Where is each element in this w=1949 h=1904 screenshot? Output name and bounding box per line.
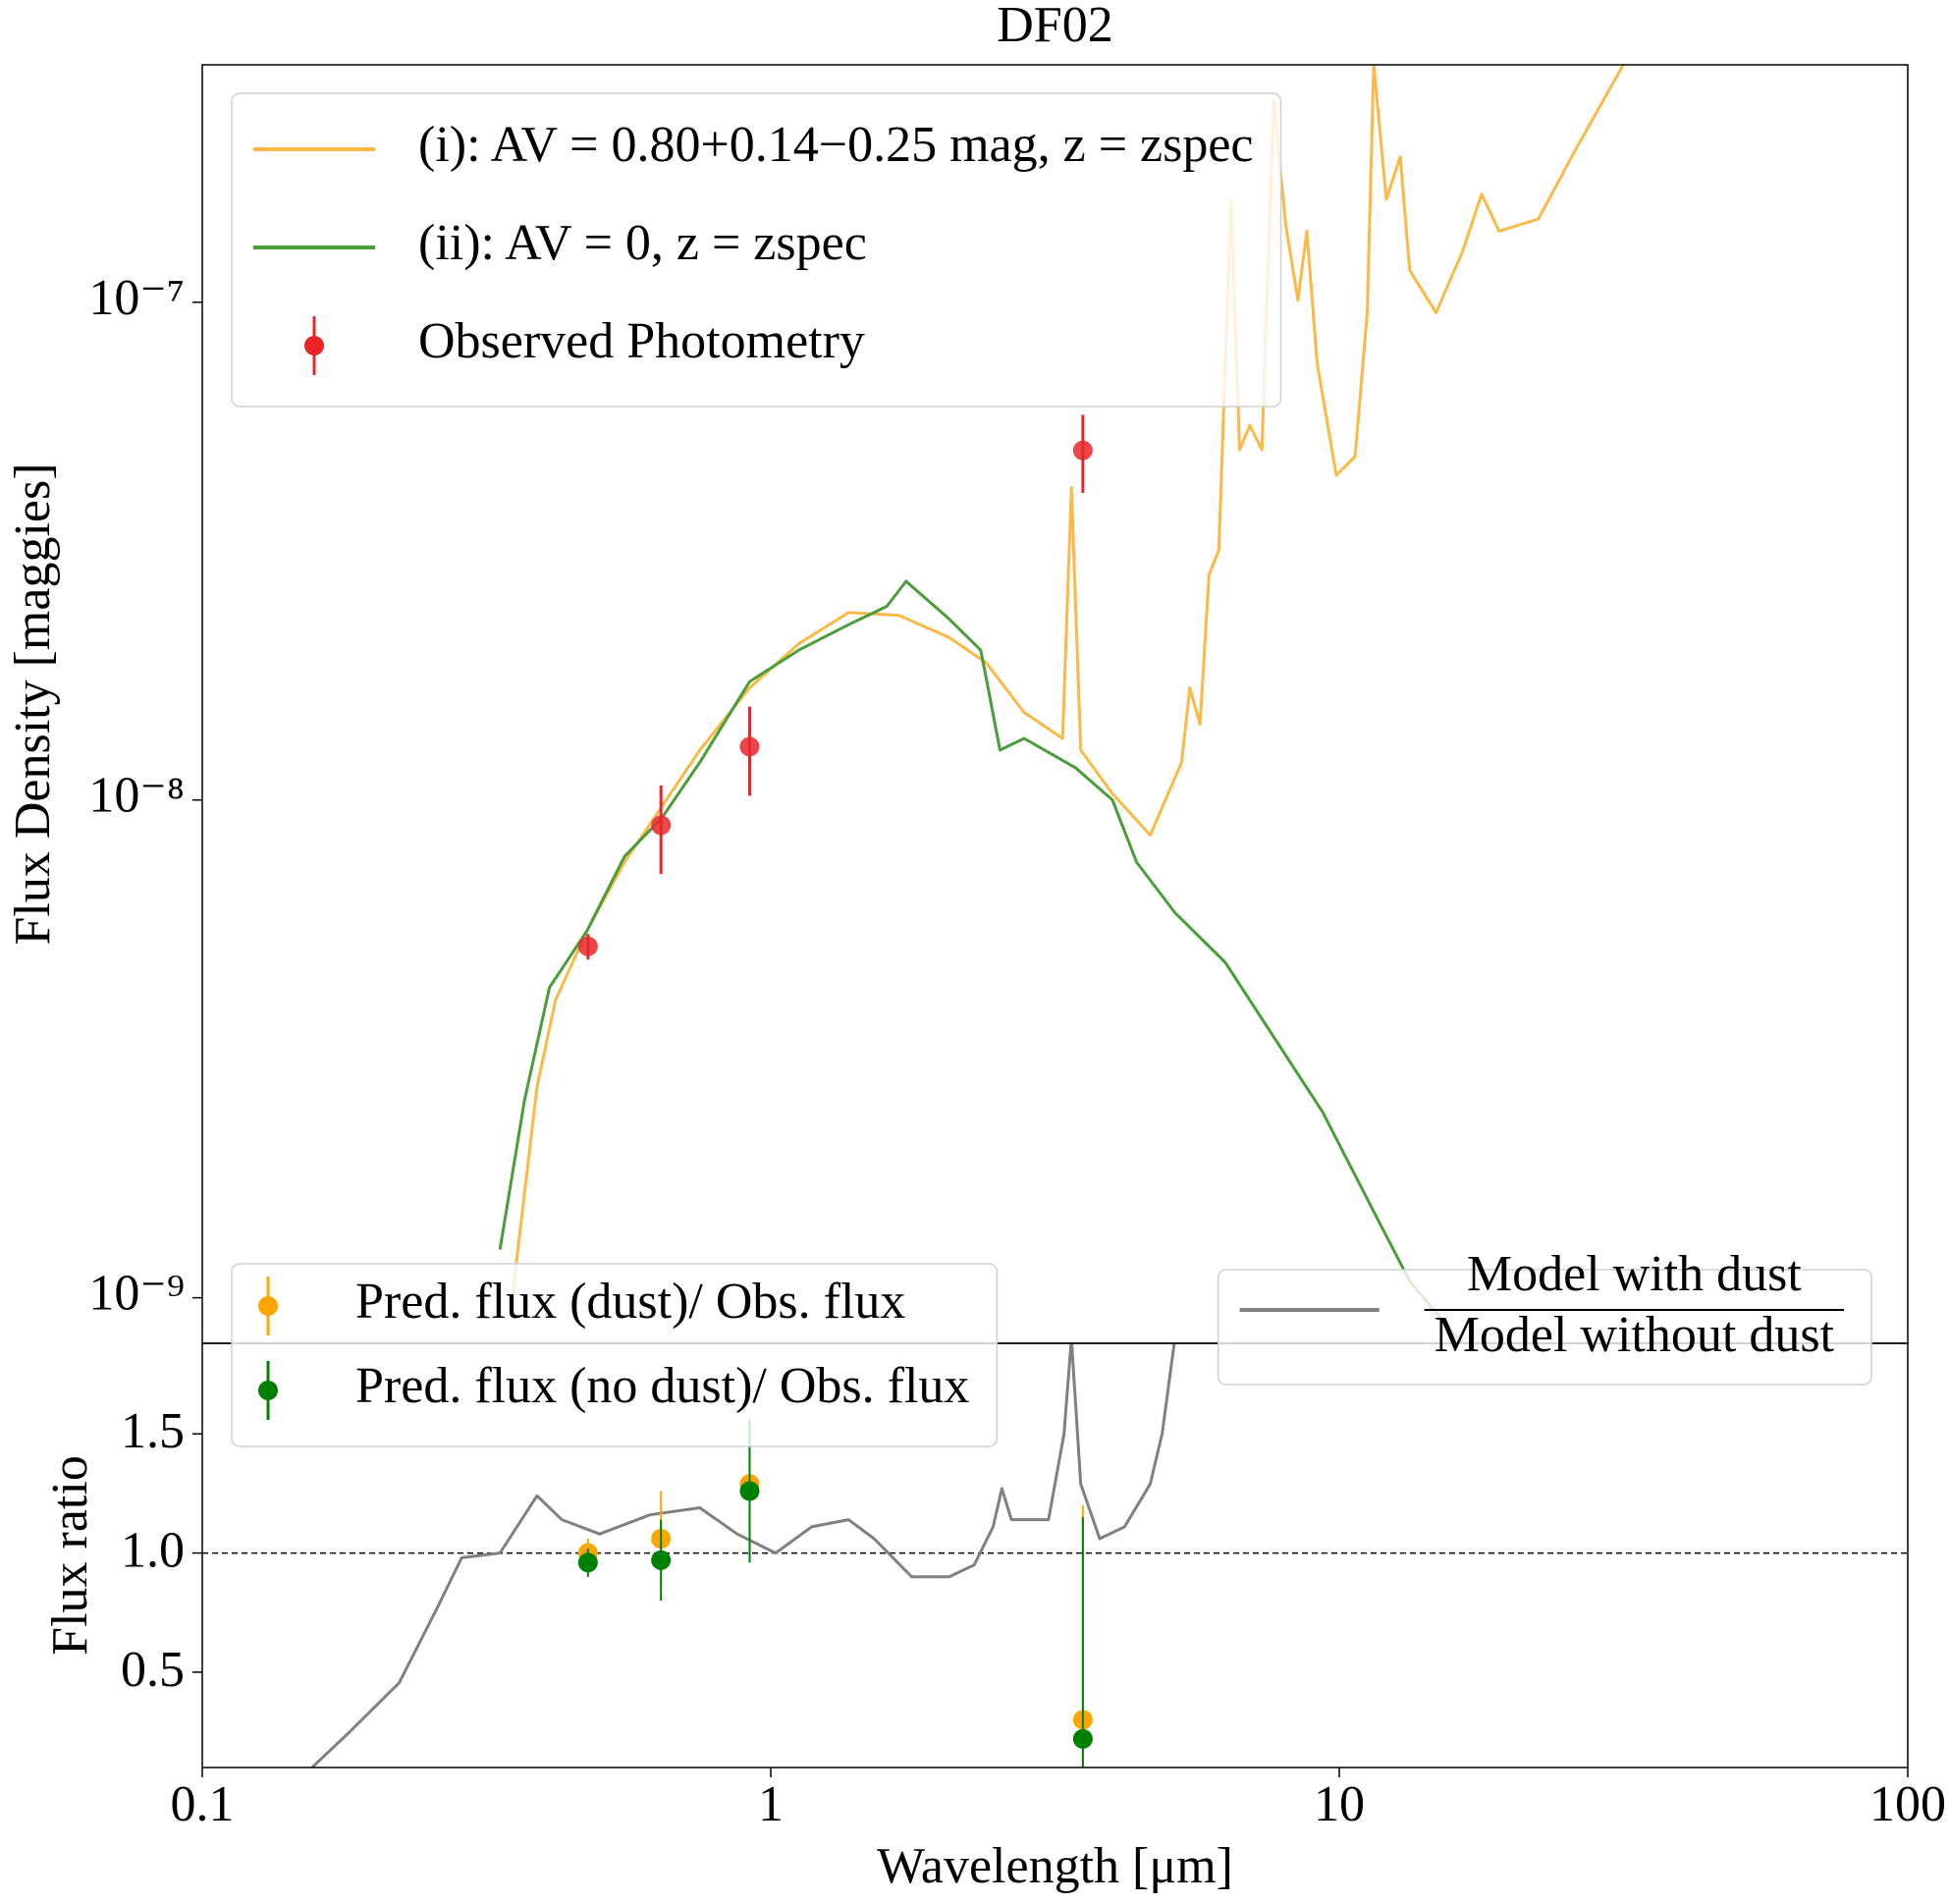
x-tick-label: 0.1 [171,1776,235,1832]
series-line [498,579,1465,1343]
axes-frame [201,1342,1909,1768]
legend-label: (ii): AV = 0, z = zspec [418,215,867,271]
x-tick-label: 100 [1869,1776,1946,1832]
y-tick-label: 10⁻⁹ [88,1266,185,1322]
y-tick-label: 1.0 [121,1523,185,1579]
plot-area [310,1343,1176,1768]
y-tick-label: 10⁻⁷ [88,270,185,326]
data-point [739,1481,760,1501]
legend-label: Pred. flux (dust)/ Obs. flux [355,1274,905,1330]
legend-box [1217,1269,1872,1386]
legend-box [231,1263,999,1447]
legend-label: Observed Photometry [418,313,865,369]
data-point [651,1550,672,1570]
data-point [1072,1728,1093,1749]
legend: Pred. flux (dust)/ Obs. flux Pred. flux (… [231,1263,999,1447]
y-tick-label: 1.5 [121,1403,185,1459]
x-axis-label: Wavelength [μm] [877,1838,1233,1894]
legend-label: (i): AV = 0.80+0.14−0.25 mag, z = zspec [418,117,1254,173]
legend-handle [258,1381,278,1400]
data-point [1072,440,1093,461]
data-point [577,1552,598,1573]
y-axis-label: Flux Density [maggies] [5,462,61,945]
y-axis-label: Flux ratio [42,1455,98,1656]
y-tick-label: 0.5 [121,1642,185,1698]
chart-title: DF02 [997,0,1112,53]
data-point [739,736,760,757]
legend-handle [258,1296,278,1316]
x-tick-label: 10 [1314,1776,1365,1832]
plot-area [498,65,1625,1343]
legend-handle [304,336,324,355]
legend-label: Pred. flux (no dust)/ Obs. flux [355,1358,969,1414]
series-line [310,1343,1176,1768]
x-tick-label: 1 [758,1776,784,1832]
data-point [651,815,672,836]
legend-label: Model with dust [1467,1246,1802,1302]
legend-box [231,92,1282,408]
legend-label: Model without dust [1435,1307,1835,1363]
series-line [511,65,1625,1298]
legend: (i): AV = 0.80+0.14−0.25 mag, z = zspec (… [231,92,1282,408]
data-point [577,936,598,956]
y-tick-label: 10⁻⁸ [88,768,185,824]
